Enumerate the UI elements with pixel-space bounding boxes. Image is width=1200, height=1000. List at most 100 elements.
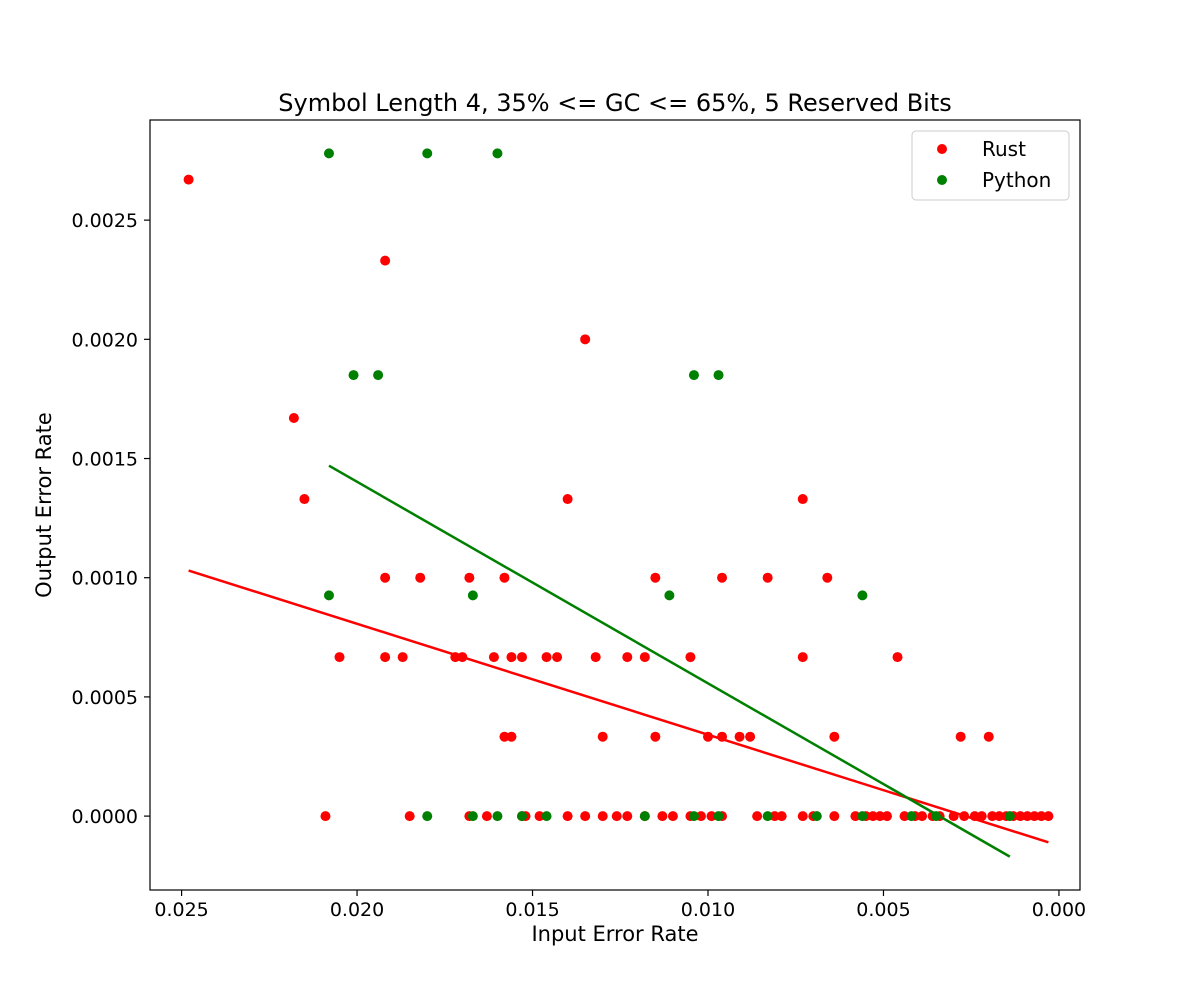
point-rust xyxy=(580,334,591,345)
point-rust xyxy=(657,811,668,822)
point-rust xyxy=(762,572,773,583)
y-tick-label: 0.0025 xyxy=(72,210,138,232)
point-rust xyxy=(481,811,492,822)
point-rust xyxy=(867,811,878,822)
point-rust xyxy=(541,652,552,663)
point-rust xyxy=(1043,811,1054,822)
point-rust xyxy=(380,572,391,583)
x-tick-label: 0.000 xyxy=(1032,899,1086,921)
point-rust xyxy=(183,174,194,185)
point-rust xyxy=(397,652,408,663)
point-rust xyxy=(717,572,728,583)
legend-marker-rust xyxy=(937,144,947,154)
point-rust xyxy=(987,811,998,822)
point-rust xyxy=(706,811,717,822)
point-rust xyxy=(499,572,510,583)
point-rust xyxy=(797,811,808,822)
point-python xyxy=(857,811,868,822)
point-rust xyxy=(667,811,678,822)
point-rust xyxy=(695,811,706,822)
point-python xyxy=(422,811,433,822)
point-rust xyxy=(380,255,391,266)
point-rust xyxy=(983,731,994,742)
trend-line-rust xyxy=(188,569,1049,844)
y-axis: 0.0000 0.0005 0.0010 0.0015 0.0020 0.0025 xyxy=(72,210,150,828)
point-rust xyxy=(611,811,622,822)
x-axis: 0.025 0.020 0.015 0.010 0.005 0.000 xyxy=(154,890,1086,921)
point-rust xyxy=(1029,811,1040,822)
point-python xyxy=(906,811,917,822)
point-rust xyxy=(506,652,517,663)
point-python xyxy=(492,148,503,159)
trend-line-python xyxy=(328,464,1011,858)
point-rust xyxy=(650,731,661,742)
x-tick-label: 0.020 xyxy=(330,899,384,921)
point-rust xyxy=(590,652,601,663)
point-rust xyxy=(562,494,573,505)
chart-title: Symbol Length 4, 35% <= GC <= 65%, 5 Res… xyxy=(278,89,952,117)
point-rust xyxy=(776,811,787,822)
point-rust xyxy=(404,811,415,822)
plot-area xyxy=(183,148,1054,858)
point-python xyxy=(323,148,334,159)
point-rust xyxy=(597,731,608,742)
point-rust xyxy=(829,811,840,822)
y-tick-label: 0.0005 xyxy=(72,687,138,709)
legend-label-rust: Rust xyxy=(982,137,1026,161)
y-tick-label: 0.0015 xyxy=(72,449,138,471)
legend-marker-python xyxy=(937,175,947,185)
point-python xyxy=(492,811,503,822)
axes-frame xyxy=(149,119,1081,891)
point-python xyxy=(811,811,822,822)
point-rust xyxy=(976,811,987,822)
point-rust xyxy=(1036,811,1047,822)
point-rust xyxy=(639,652,650,663)
point-rust xyxy=(517,652,527,663)
point-rust xyxy=(829,731,840,742)
point-rust xyxy=(874,811,885,822)
point-rust xyxy=(499,731,510,742)
point-rust xyxy=(1015,811,1026,822)
point-rust xyxy=(650,572,661,583)
point-rust xyxy=(1022,811,1033,822)
point-python xyxy=(467,811,478,822)
point-rust xyxy=(745,731,756,742)
point-rust xyxy=(881,811,892,822)
point-python xyxy=(541,811,552,822)
point-python xyxy=(664,590,675,601)
point-python xyxy=(688,370,699,381)
point-rust xyxy=(506,731,517,742)
point-rust xyxy=(850,811,861,822)
point-python xyxy=(713,811,724,822)
point-python xyxy=(323,590,334,601)
point-rust xyxy=(955,731,966,742)
point-rust xyxy=(769,811,780,822)
y-tick-label: 0.0010 xyxy=(72,568,138,590)
point-python xyxy=(639,811,650,822)
x-axis-label: Input Error Rate xyxy=(531,922,698,946)
point-rust xyxy=(752,811,763,822)
point-python xyxy=(762,811,773,822)
point-rust xyxy=(299,494,310,505)
point-python xyxy=(422,148,433,159)
point-rust xyxy=(488,652,499,663)
point-rust xyxy=(899,811,910,822)
point-rust xyxy=(797,652,808,663)
point-python xyxy=(373,370,384,381)
point-rust xyxy=(917,811,928,822)
point-python xyxy=(1004,811,1015,822)
point-rust xyxy=(622,652,633,663)
legend-label-python: Python xyxy=(982,168,1051,192)
x-tick-label: 0.015 xyxy=(505,899,559,921)
point-python xyxy=(857,590,868,601)
point-rust xyxy=(334,652,345,663)
point-rust xyxy=(734,731,745,742)
point-rust xyxy=(552,652,563,663)
x-tick-label: 0.025 xyxy=(154,899,208,921)
legend: Rust Python xyxy=(911,130,1070,201)
point-python xyxy=(713,370,724,381)
point-rust xyxy=(288,412,299,423)
legend-box xyxy=(911,130,1070,201)
y-tick-label: 0.0020 xyxy=(72,329,138,351)
point-rust xyxy=(580,811,591,822)
